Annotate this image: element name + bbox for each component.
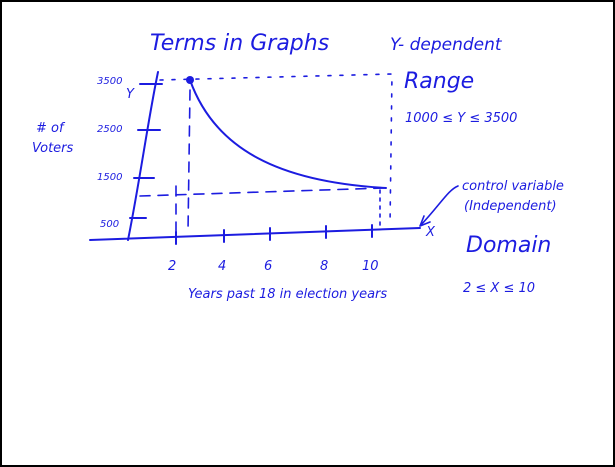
x-letter: X — [425, 225, 436, 240]
y-tick-label: 3500 — [97, 76, 122, 87]
y-title: Voters — [32, 141, 74, 156]
control-label: (Independent) — [464, 199, 557, 214]
range-inequality: 1000 ≤ Y ≤ 3500 — [405, 111, 517, 126]
x-ticks — [175, 224, 373, 245]
x-caption: Years past 18 in election years — [188, 287, 387, 302]
range-label: Range — [404, 69, 474, 94]
x-tick-label: 6 — [264, 259, 272, 274]
y-letter: Y — [126, 87, 135, 102]
x-tick-label: 2 — [168, 259, 176, 274]
y-title: # of — [36, 121, 66, 136]
x-tick-label: 4 — [218, 259, 226, 274]
arrow — [419, 185, 459, 227]
sketch — [89, 71, 459, 245]
domain-label: Domain — [466, 233, 551, 258]
x-tick-label: 10 — [362, 259, 379, 274]
y-tick-label: 2500 — [97, 124, 122, 135]
dashed-line — [139, 187, 385, 197]
control-label: control variable — [462, 179, 564, 194]
title: Terms in Graphs — [150, 31, 329, 56]
dashed-verticals — [175, 89, 191, 239]
domain-inequality: 2 ≤ X ≤ 10 — [463, 281, 535, 296]
y-tick-label: 500 — [100, 219, 119, 230]
curve — [189, 79, 387, 189]
x-axis — [89, 227, 421, 241]
x-tick-label: 8 — [320, 259, 328, 274]
y-ticks — [129, 83, 163, 219]
y-tick-label: 1500 — [97, 172, 122, 183]
range-heading: Y- dependent — [390, 35, 503, 55]
